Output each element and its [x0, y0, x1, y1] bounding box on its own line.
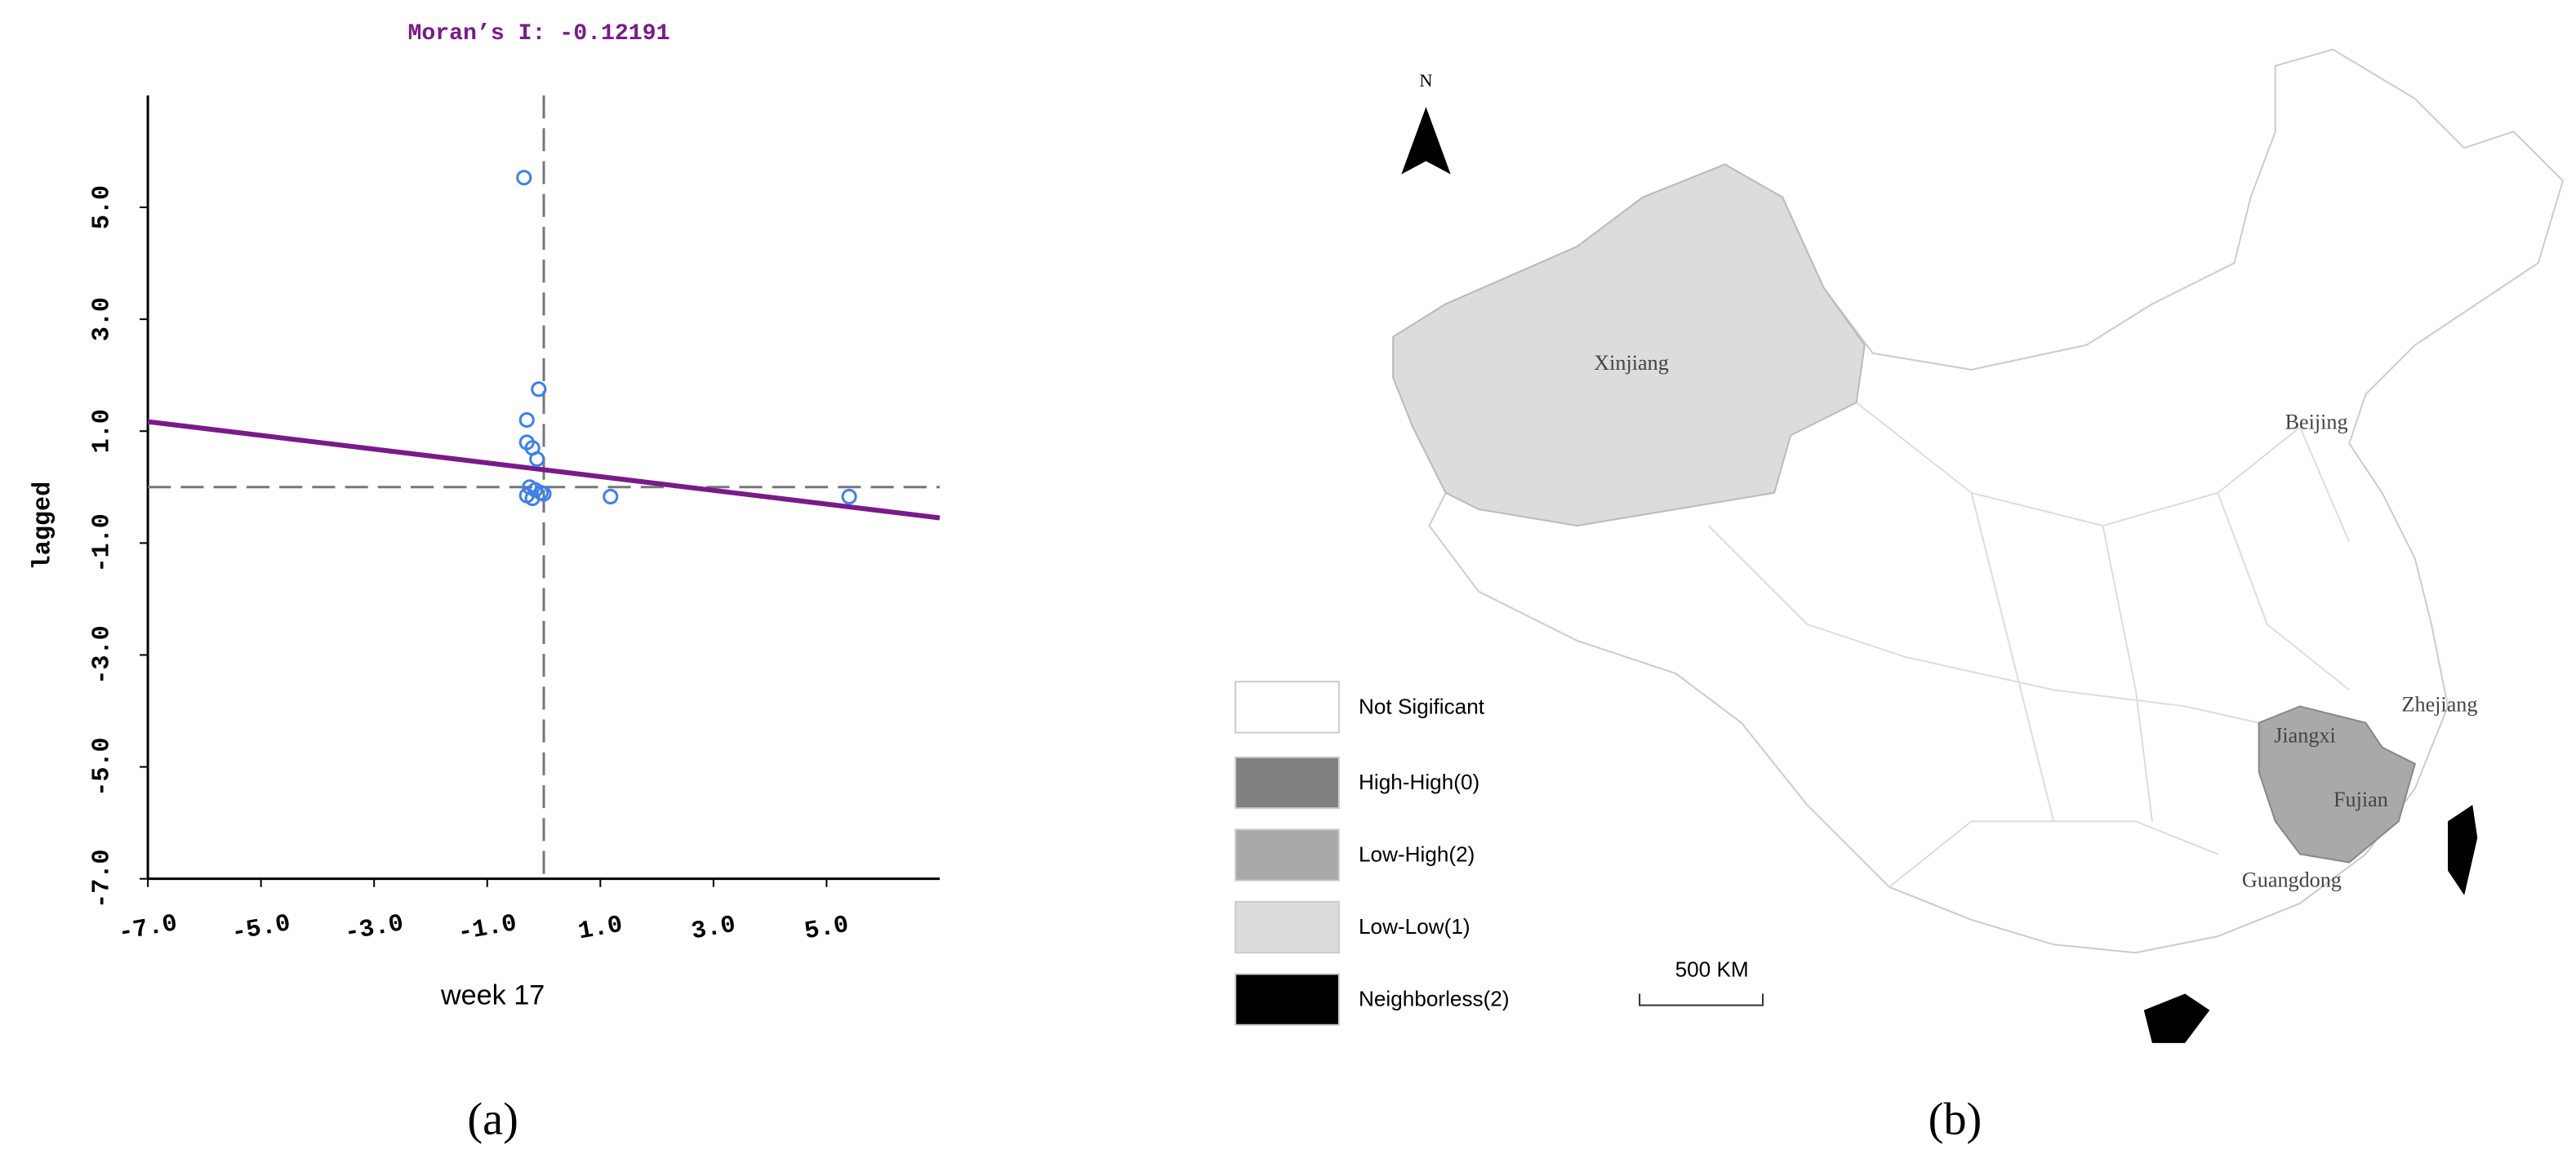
region-label: Zhejiang: [2402, 692, 2478, 716]
region-label: Xinjiang: [1594, 351, 1668, 375]
scale-bar: [1639, 993, 1764, 1006]
region-taiwan: [2448, 805, 2478, 895]
scatter-plot: Moran’s I: -0.12191 lagged week 17 (a) -…: [29, 21, 941, 1144]
north-label: N: [1420, 70, 1433, 91]
legend-swatch: [1235, 900, 1340, 954]
point: [529, 451, 545, 468]
point: [603, 488, 619, 504]
y-tick-label: 3.0: [89, 297, 117, 341]
y-tick-label: 1.0: [89, 409, 117, 453]
region-xinjiang: [1392, 163, 1866, 527]
legend-swatch: [1235, 973, 1340, 1026]
x-tick-label: 5.0: [803, 912, 851, 947]
y-tick-label: -3.0: [89, 625, 117, 684]
region-label: Beijing: [2285, 410, 2348, 433]
point: [841, 488, 857, 504]
region-label: Guangdong: [2242, 868, 2342, 892]
fit-line: [147, 419, 941, 521]
map: N 500 KM (b) Not Sigificant High-High(0) L…: [1235, 48, 2565, 1144]
x-tick-label: -3.0: [343, 910, 406, 948]
chart-title: Moran’s I: -0.12191: [407, 21, 670, 47]
scale-label: 500 KM: [1675, 957, 1749, 981]
x-tick-label: -1.0: [456, 910, 518, 948]
point: [516, 170, 532, 186]
legend-swatch: [1235, 756, 1340, 810]
region-label: Fujian: [2334, 788, 2388, 811]
x-tick-label: -7.0: [117, 910, 180, 948]
x-tick-label: -5.0: [229, 910, 292, 948]
point: [518, 487, 535, 504]
x-tick-label: 1.0: [576, 912, 625, 947]
region-jiangxi-fujian: [2258, 705, 2417, 864]
caption: (a): [467, 1094, 518, 1144]
point: [531, 381, 547, 397]
region-hainan: [2143, 993, 2210, 1043]
point: [518, 411, 535, 429]
province-borders: [1707, 402, 2351, 888]
caption: (b): [1929, 1094, 1982, 1144]
y-tick-label: -5.0: [89, 737, 117, 796]
legend-swatch: [1235, 681, 1340, 734]
y-tick-label: 5.0: [89, 185, 117, 229]
y-tick-label: -7.0: [89, 849, 117, 908]
legend-label: High-High(0): [1359, 770, 1479, 794]
x-tick-label: 3.0: [689, 912, 737, 947]
y-tick-label: -1.0: [89, 513, 117, 572]
y-axis-label: lagged: [29, 482, 57, 571]
legend-label: Neighborless(2): [1359, 986, 1510, 1010]
legend-label: Low-High(2): [1359, 842, 1475, 866]
legend-swatch: [1235, 828, 1340, 882]
legend-label: Not Sigificant: [1359, 694, 1485, 718]
legend-label: Low-Low(1): [1359, 914, 1470, 939]
point: [536, 486, 552, 502]
north-arrow: [1401, 106, 1451, 175]
x-axis-label: week 17: [440, 980, 545, 1011]
region-label: Jiangxi: [2274, 724, 2336, 748]
